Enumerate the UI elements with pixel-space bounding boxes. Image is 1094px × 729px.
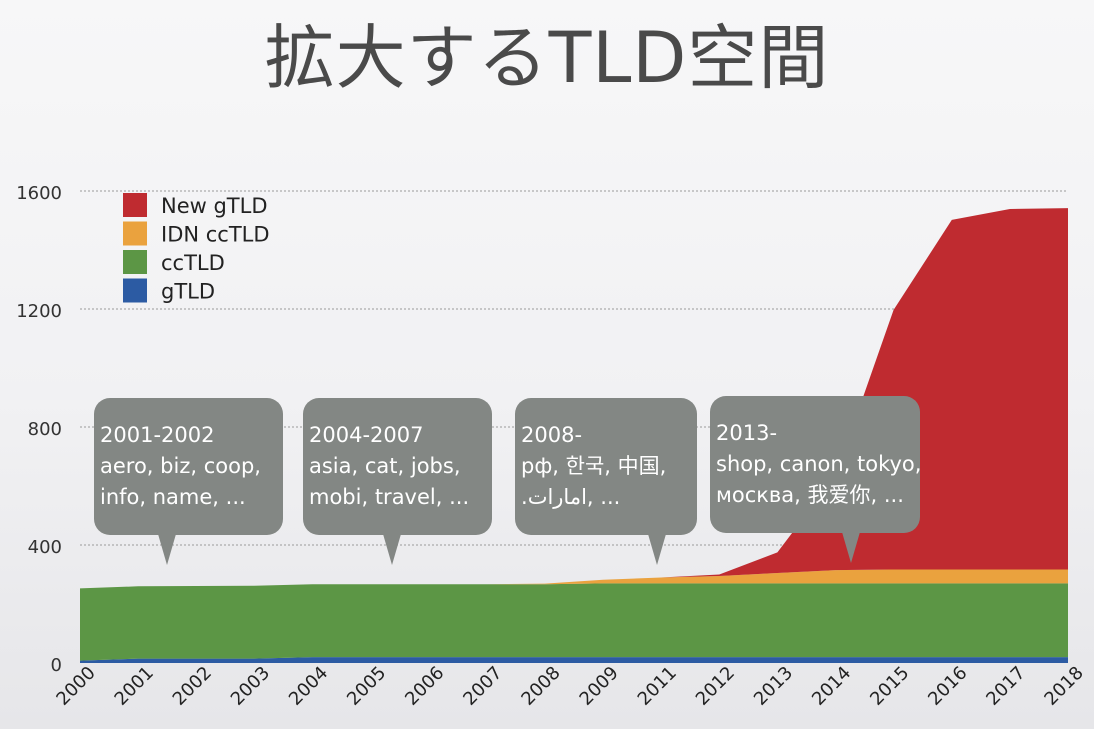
- x-tick-label: 2014: [808, 662, 855, 709]
- x-tick-label: 2002: [169, 662, 216, 709]
- x-tick-label: 2003: [227, 662, 274, 709]
- callout-2013: 2013- shop, canon, tokyo, москва, 我爱你, .…: [710, 396, 922, 563]
- series-area-gtld: [80, 657, 1068, 663]
- x-tick-label: 2016: [924, 662, 971, 709]
- x-tick-label: 2007: [459, 662, 506, 709]
- legend-label: gTLD: [161, 280, 215, 304]
- series-area-idn-cctld: [80, 569, 1068, 589]
- callout-line: .امارات, ...: [521, 485, 621, 509]
- x-tick-label: 2005: [343, 662, 390, 709]
- callout-line: info, name, ...: [100, 485, 246, 509]
- legend-label: New gTLD: [161, 194, 268, 218]
- x-tick-label: 2017: [982, 662, 1029, 709]
- x-tick-label: 2011: [634, 662, 681, 709]
- x-tick-label: 2013: [750, 662, 797, 709]
- callout-2008: 2008- рф, 한국, 中国, .امارات, ...: [515, 398, 697, 565]
- x-tick-label: 2018: [1040, 662, 1087, 709]
- callout-line: aero, biz, coop,: [100, 454, 261, 478]
- x-tick-label: 2015: [866, 662, 913, 709]
- callout-line: asia, cat, jobs,: [309, 454, 461, 478]
- callout-line: mobi, travel, ...: [309, 485, 470, 509]
- page-title: 拡大するTLD空間: [264, 17, 830, 99]
- y-tick-label: 0: [51, 655, 62, 676]
- x-tick-label: 2001: [111, 662, 158, 709]
- x-tick-label: 2009: [576, 662, 623, 709]
- axes: 2000 2001 2002 2003 2004 2005 2006 2007 2008 2009…: [52, 662, 1087, 709]
- callout-line: 2004-2007: [309, 423, 424, 447]
- x-tick-label: 2008: [517, 662, 564, 709]
- callout-line: 2013-: [716, 421, 778, 445]
- callout-line: shop, canon, tokyo,: [716, 452, 922, 476]
- legend-swatch: [123, 221, 147, 246]
- x-tick-label: 2006: [401, 662, 448, 709]
- legend-swatch: [123, 278, 147, 303]
- x-tick-label: 2004: [285, 662, 332, 709]
- callout-line: 2008-: [521, 423, 583, 447]
- callout-line: москва, 我爱你, ...: [716, 483, 904, 507]
- y-tick-label: 1600: [16, 183, 62, 204]
- y-tick-label: 1200: [16, 301, 62, 322]
- y-tick-label: 400: [28, 537, 62, 558]
- x-tick-label: 2012: [692, 662, 739, 709]
- legend-swatch: [123, 193, 147, 217]
- legend: New gTLD IDN ccTLD ccTLD gTLD: [123, 193, 270, 304]
- y-tick-label: 800: [28, 419, 62, 440]
- legend-label: ccTLD: [161, 251, 225, 275]
- series-area-cctld: [80, 583, 1068, 661]
- callout-2001-2002: 2001-2002 aero, biz, coop, info, name, .…: [94, 398, 283, 565]
- legend-label: IDN ccTLD: [161, 223, 270, 247]
- legend-swatch: [123, 250, 147, 274]
- callout-line: рф, 한국, 中国,: [521, 454, 667, 478]
- callout-2004-2007: 2004-2007 asia, cat, jobs, mobi, travel,…: [303, 398, 492, 565]
- callout-line: 2001-2002: [100, 423, 215, 447]
